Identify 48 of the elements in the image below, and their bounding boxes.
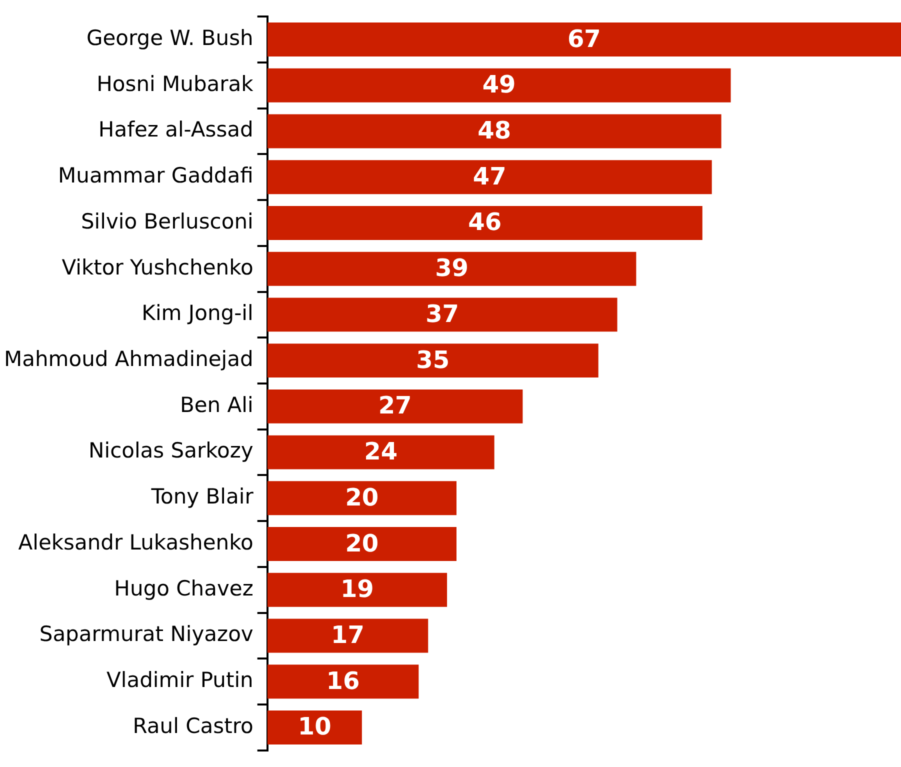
y-tick-label: Hosni Mubarak bbox=[96, 72, 254, 96]
bar bbox=[267, 160, 712, 194]
bar bbox=[267, 481, 456, 516]
data-label: 19 bbox=[340, 575, 374, 604]
data-label: 20 bbox=[345, 529, 379, 558]
data-label: 24 bbox=[364, 438, 398, 466]
y-tick-label: Viktor Yushchenko bbox=[62, 255, 254, 280]
data-label: 20 bbox=[345, 483, 379, 512]
data-label: 16 bbox=[326, 666, 360, 695]
bar bbox=[267, 618, 428, 653]
y-tick-label: Vladimir Putin bbox=[106, 668, 254, 692]
bar bbox=[267, 22, 901, 56]
bar bbox=[267, 298, 618, 332]
data-label: 27 bbox=[378, 392, 412, 420]
data-label: 37 bbox=[426, 300, 460, 328]
bar bbox=[267, 710, 362, 744]
y-tick-label: Saparmurat Niyazov bbox=[39, 622, 254, 646]
bar bbox=[267, 68, 731, 102]
y-tick-label: Kim Jong-il bbox=[142, 301, 254, 326]
data-label: 46 bbox=[468, 208, 502, 236]
y-tick-label: George W. Bush bbox=[86, 26, 254, 50]
data-label: 17 bbox=[331, 620, 364, 649]
bar bbox=[267, 572, 448, 607]
y-tick-label: Ben Ali bbox=[180, 392, 254, 417]
bar bbox=[267, 206, 702, 240]
y-tick-label: Muammar Gaddafi bbox=[58, 164, 254, 188]
data-label: 67 bbox=[567, 24, 601, 53]
bar bbox=[267, 435, 494, 470]
bar bbox=[267, 344, 598, 378]
data-label: 48 bbox=[478, 116, 512, 144]
data-label: 10 bbox=[298, 712, 332, 741]
data-label: 39 bbox=[435, 254, 468, 282]
y-tick-label: Tony Blair bbox=[150, 484, 254, 509]
y-tick-label: Aleksandr Lukashenko bbox=[18, 530, 254, 554]
y-tick-label: Mahmoud Ahmadinejad bbox=[4, 347, 254, 372]
bar bbox=[267, 252, 636, 286]
bar bbox=[267, 389, 523, 424]
data-label: 49 bbox=[482, 70, 516, 99]
y-tick-label: Hugo Chavez bbox=[114, 576, 254, 600]
data-label: 35 bbox=[416, 346, 450, 374]
data-label: 47 bbox=[472, 162, 506, 190]
y-tick-label: Nicolas Sarkozy bbox=[88, 438, 254, 463]
bar bbox=[267, 664, 419, 699]
y-tick-label: Raul Castro bbox=[132, 714, 254, 738]
bar bbox=[267, 114, 722, 148]
bar bbox=[267, 527, 456, 561]
y-tick-label: Hafez al-Assad bbox=[98, 118, 254, 142]
y-tick-label: Silvio Berlusconi bbox=[80, 209, 254, 234]
